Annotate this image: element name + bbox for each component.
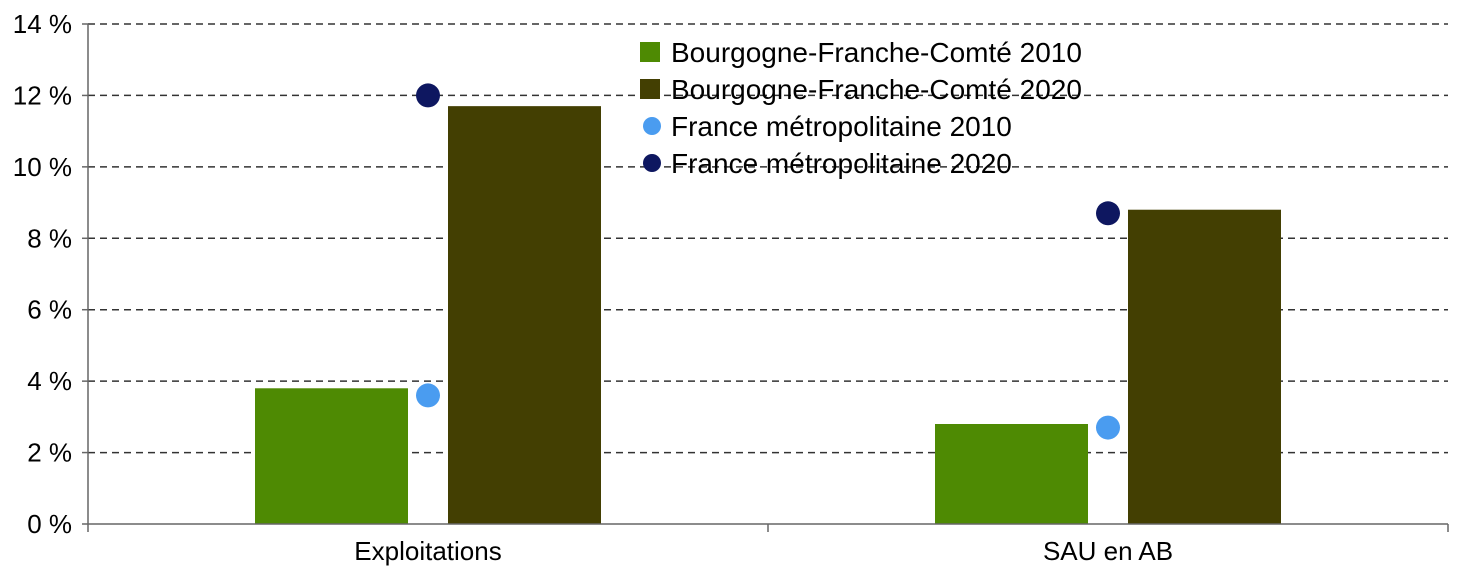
- legend-marker: [643, 154, 661, 172]
- x-axis: Exploitations SAU en AB: [87, 523, 1449, 566]
- y-tick-label: 14 %: [13, 9, 72, 39]
- legend-swatch: [640, 42, 660, 62]
- legend-label: France métropolitaine 2010: [671, 111, 1012, 142]
- y-tick-label: 10 %: [13, 152, 72, 182]
- y-axis: 0 % 2 % 4 % 6 % 8 % 10 % 12 % 14 %: [13, 9, 89, 539]
- legend: Bourgogne-Franche-Comté 2010 Bourgogne-Fr…: [640, 37, 1082, 179]
- y-tick-label: 2 %: [27, 438, 72, 468]
- y-tick-label: 12 %: [13, 80, 72, 110]
- bar: [448, 106, 601, 525]
- legend-label: Bourgogne-Franche-Comté 2020: [671, 74, 1082, 105]
- marker-point: [416, 83, 440, 108]
- y-tick-label: 8 %: [27, 223, 72, 253]
- legend-label: France métropolitaine 2020: [671, 148, 1012, 179]
- y-tick-label: 0 %: [27, 509, 72, 539]
- bar: [255, 388, 408, 524]
- marker-point: [1096, 201, 1120, 226]
- bars: [255, 106, 1281, 525]
- x-category-label: SAU en AB: [1043, 536, 1173, 566]
- bar: [935, 424, 1088, 524]
- legend-swatch: [640, 79, 660, 99]
- y-tick-label: 6 %: [27, 295, 72, 325]
- marker-point: [416, 383, 440, 408]
- marker-point: [1096, 415, 1120, 440]
- legend-marker: [643, 117, 661, 135]
- markers: [416, 83, 1120, 440]
- y-tick-label: 4 %: [27, 366, 72, 396]
- x-category-label: Exploitations: [354, 536, 501, 566]
- bar: [1128, 209, 1281, 524]
- legend-label: Bourgogne-Franche-Comté 2010: [671, 37, 1082, 68]
